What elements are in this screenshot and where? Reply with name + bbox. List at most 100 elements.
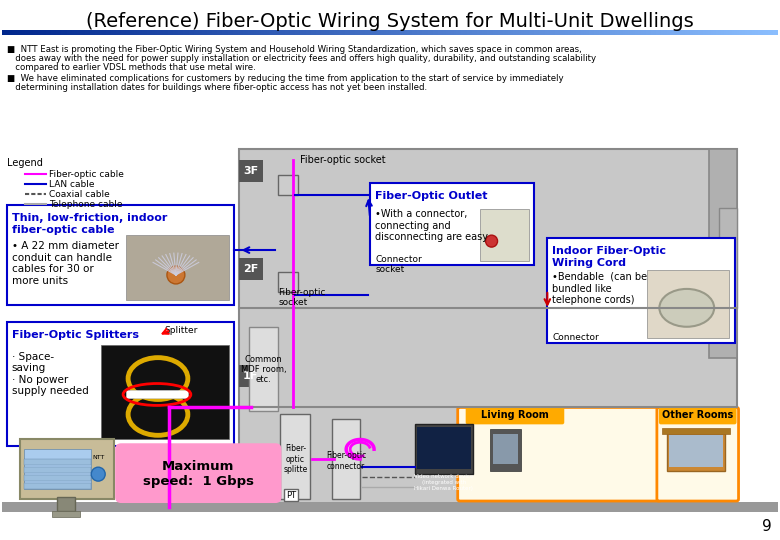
Bar bbox=[277, 30, 279, 35]
Bar bbox=[290, 30, 292, 35]
Bar bbox=[332, 420, 360, 499]
Bar bbox=[679, 30, 682, 35]
Bar bbox=[675, 30, 677, 35]
Bar bbox=[771, 30, 773, 35]
Bar bbox=[194, 30, 197, 35]
Bar bbox=[388, 30, 392, 35]
Bar bbox=[246, 30, 248, 35]
Ellipse shape bbox=[659, 289, 714, 327]
Bar bbox=[129, 30, 132, 35]
Bar bbox=[101, 345, 229, 440]
Bar bbox=[651, 30, 654, 35]
Bar bbox=[493, 434, 519, 464]
Bar bbox=[66, 30, 69, 35]
Bar bbox=[54, 30, 56, 35]
Bar bbox=[384, 30, 386, 35]
Bar bbox=[690, 30, 693, 35]
Bar bbox=[181, 30, 183, 35]
Bar bbox=[58, 30, 62, 35]
Bar bbox=[765, 30, 768, 35]
Bar bbox=[431, 30, 433, 35]
Bar bbox=[700, 30, 703, 35]
Bar bbox=[716, 30, 718, 35]
Bar bbox=[757, 30, 760, 35]
Bar bbox=[381, 30, 384, 35]
Bar bbox=[386, 30, 388, 35]
Bar bbox=[415, 424, 473, 474]
Bar bbox=[488, 30, 490, 35]
Bar bbox=[474, 30, 477, 35]
Bar bbox=[443, 30, 446, 35]
Bar bbox=[392, 30, 394, 35]
Bar bbox=[656, 30, 659, 35]
Bar bbox=[292, 30, 295, 35]
Bar bbox=[95, 30, 98, 35]
Bar bbox=[407, 30, 410, 35]
Bar bbox=[261, 30, 264, 35]
Bar bbox=[121, 30, 124, 35]
Bar bbox=[82, 30, 85, 35]
Text: LAN cable: LAN cable bbox=[49, 180, 95, 189]
Text: Splitter: Splitter bbox=[164, 326, 197, 335]
Bar bbox=[589, 30, 591, 35]
Bar bbox=[562, 30, 566, 35]
Bar bbox=[23, 475, 91, 481]
Bar bbox=[207, 30, 210, 35]
Bar bbox=[648, 30, 651, 35]
Bar bbox=[609, 30, 612, 35]
Bar bbox=[197, 30, 199, 35]
Bar bbox=[23, 467, 91, 473]
Bar bbox=[204, 30, 207, 35]
Bar bbox=[64, 30, 66, 35]
Bar bbox=[126, 390, 188, 399]
Text: Connector
socket: Connector socket bbox=[375, 255, 422, 274]
Bar bbox=[140, 30, 142, 35]
FancyBboxPatch shape bbox=[6, 205, 234, 305]
Bar bbox=[116, 30, 119, 35]
Bar bbox=[308, 30, 310, 35]
Bar bbox=[4, 30, 7, 35]
FancyBboxPatch shape bbox=[659, 407, 736, 424]
Bar bbox=[509, 30, 511, 35]
Text: 1F: 1F bbox=[243, 370, 258, 381]
Text: 3F: 3F bbox=[243, 166, 258, 177]
Bar bbox=[664, 30, 667, 35]
Text: 9: 9 bbox=[761, 519, 771, 535]
Bar bbox=[189, 30, 191, 35]
Text: 2F: 2F bbox=[243, 264, 258, 274]
Text: Video network device
(integrated with
Hikari Denwa Router): Video network device (integrated with Hi… bbox=[414, 474, 473, 491]
Bar bbox=[52, 511, 80, 517]
Bar bbox=[225, 30, 228, 35]
Bar bbox=[402, 30, 404, 35]
Bar bbox=[342, 30, 345, 35]
Bar bbox=[278, 176, 299, 195]
Bar bbox=[737, 30, 739, 35]
Bar bbox=[503, 30, 505, 35]
Bar bbox=[493, 30, 495, 35]
Bar bbox=[420, 30, 423, 35]
Bar bbox=[555, 30, 558, 35]
Bar bbox=[368, 30, 370, 35]
Bar bbox=[396, 30, 399, 35]
Bar bbox=[27, 30, 30, 35]
Text: · Space-
saving
· No power
supply needed: · Space- saving · No power supply needed bbox=[12, 352, 88, 396]
Bar bbox=[482, 30, 485, 35]
Bar bbox=[202, 30, 204, 35]
Bar bbox=[316, 30, 318, 35]
Bar bbox=[693, 30, 695, 35]
Bar bbox=[662, 428, 729, 434]
Bar bbox=[228, 30, 230, 35]
Text: Fiber-
optic
splitte: Fiber- optic splitte bbox=[283, 444, 307, 474]
Bar bbox=[186, 30, 189, 35]
Bar bbox=[594, 30, 597, 35]
Text: Fiber-Optic Outlet: Fiber-Optic Outlet bbox=[375, 191, 488, 201]
Bar bbox=[2, 30, 4, 35]
Bar bbox=[23, 30, 25, 35]
Text: Fiber-optic cable: Fiber-optic cable bbox=[49, 170, 124, 179]
Bar bbox=[248, 30, 251, 35]
Bar bbox=[667, 433, 725, 471]
Bar bbox=[672, 30, 675, 35]
Bar bbox=[534, 30, 537, 35]
Bar bbox=[271, 30, 275, 35]
Bar bbox=[734, 30, 737, 35]
